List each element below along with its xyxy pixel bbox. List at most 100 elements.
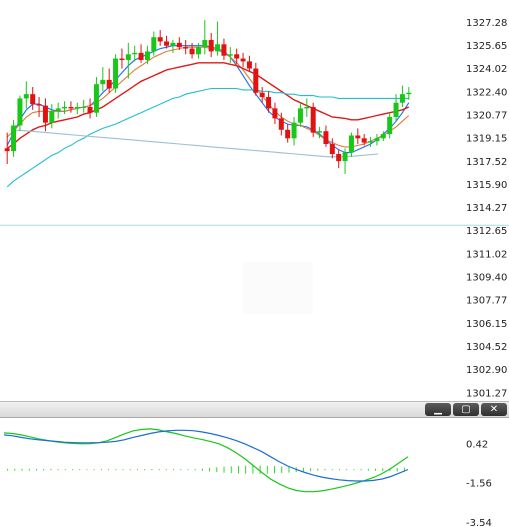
- candle-body: [278, 118, 284, 130]
- price-axis-tick-label: 1327.28: [466, 18, 507, 29]
- macd-main-line: [3, 429, 409, 482]
- moving-average-line: [6, 46, 410, 148]
- minimize-button[interactable]: ▁: [425, 403, 451, 416]
- candle-body: [183, 47, 189, 49]
- price-axis-tick-label: 1315.90: [466, 180, 507, 191]
- candle-body: [151, 37, 157, 52]
- candle-body: [406, 92, 412, 95]
- candle-body: [297, 108, 303, 123]
- price-axis-tick-label: 1304.52: [466, 342, 507, 353]
- candle-body: [259, 92, 265, 98]
- candle-body: [164, 41, 170, 46]
- candle-body: [399, 94, 405, 103]
- macd-axis-tick-label: -1.56: [466, 479, 492, 490]
- price-axis-tick-label: 1324.02: [466, 64, 507, 75]
- macd-axis-tick-label: -3.54: [466, 518, 492, 527]
- candle-body: [285, 129, 291, 139]
- candle-body: [208, 40, 214, 52]
- close-icon: ✕: [489, 404, 499, 415]
- candle-body: [132, 52, 138, 55]
- candle-body: [189, 48, 195, 55]
- moving-average-line: [6, 87, 409, 188]
- price-axis-tick-label: 1314.27: [466, 203, 507, 214]
- close-button[interactable]: ✕: [481, 403, 507, 416]
- candle-body: [342, 152, 348, 162]
- candle-body: [380, 134, 386, 139]
- candle-body: [100, 79, 106, 85]
- price-axis-tick-label: 1307.77: [466, 296, 507, 307]
- candle-body: [125, 54, 131, 60]
- candle-body: [157, 37, 163, 42]
- price-axis-tick-label: 1319.15: [466, 134, 507, 145]
- price-axis-tick-label: 1325.65: [466, 41, 507, 52]
- price-axis-tick-label: 1302.90: [466, 365, 507, 376]
- candle-body: [253, 68, 259, 93]
- candle-body: [310, 106, 316, 133]
- candle-body: [240, 58, 246, 62]
- candle-body: [195, 47, 201, 55]
- candle-body: [119, 58, 125, 60]
- candle-body: [176, 42, 182, 48]
- candle-body: [215, 44, 221, 52]
- candle-body: [393, 102, 399, 117]
- price-axis-tick-label: 1320.77: [466, 111, 507, 122]
- restore-button[interactable]: ▢: [453, 403, 479, 416]
- macd-axis-tick-label: 0.42: [466, 439, 488, 450]
- candle-body: [23, 94, 29, 99]
- window-controls: ▁ ▢ ✕: [425, 403, 507, 416]
- candle-body: [55, 108, 61, 112]
- price-axis-tick-label: 1311.02: [466, 249, 507, 260]
- moving-average-line: [6, 62, 410, 149]
- candle-body: [62, 106, 68, 109]
- minimize-icon: ▁: [434, 404, 442, 415]
- candle-body: [87, 106, 93, 113]
- candle-body: [221, 44, 227, 56]
- moving-average-line: [13, 129, 379, 158]
- restore-icon: ▢: [461, 404, 471, 415]
- candle-body: [81, 106, 87, 108]
- watermark-area: [243, 262, 313, 314]
- price-axis-tick-label: 1301.27: [466, 388, 507, 399]
- price-axis-tick-label: 1312.65: [466, 226, 507, 237]
- candle-body: [368, 141, 374, 143]
- candle-body: [246, 61, 252, 69]
- candle-body: [234, 54, 240, 59]
- candle-body: [227, 54, 233, 56]
- candle-body: [361, 138, 367, 143]
- candle-body: [144, 51, 150, 60]
- candle-body: [202, 40, 208, 48]
- candle-body: [68, 106, 74, 109]
- moving-average-line: [6, 45, 410, 154]
- indicator-panel-titlebar: ▁ ▢ ✕: [0, 401, 509, 418]
- candle-body: [266, 97, 272, 109]
- candle-body: [74, 106, 80, 109]
- candle-body: [138, 52, 144, 60]
- candle-body: [304, 106, 310, 109]
- candle-body: [374, 138, 380, 142]
- candle-body: [17, 98, 23, 126]
- candle-body: [348, 135, 354, 153]
- candle-body: [329, 144, 335, 154]
- candle-body: [49, 111, 55, 123]
- candle-body: [4, 148, 10, 152]
- candle-body: [113, 58, 119, 89]
- candle-body: [30, 94, 36, 105]
- candle-body: [355, 135, 361, 139]
- candle-body: [336, 153, 342, 162]
- price-axis-tick-label: 1317.52: [466, 157, 507, 168]
- candle-body: [42, 105, 48, 123]
- price-axis-tick-label: 1322.40: [466, 87, 507, 98]
- candle-body: [170, 42, 176, 46]
- candle-body: [36, 104, 42, 106]
- candle-body: [387, 116, 393, 135]
- candle-body: [272, 108, 278, 119]
- candle-body: [11, 125, 17, 152]
- candle-body: [317, 131, 323, 133]
- candle-body: [291, 122, 297, 139]
- price-axis-tick-label: 1309.40: [466, 272, 507, 283]
- candle-body: [93, 84, 99, 113]
- macd-signal-line: [3, 428, 409, 493]
- candle-body: [323, 131, 329, 145]
